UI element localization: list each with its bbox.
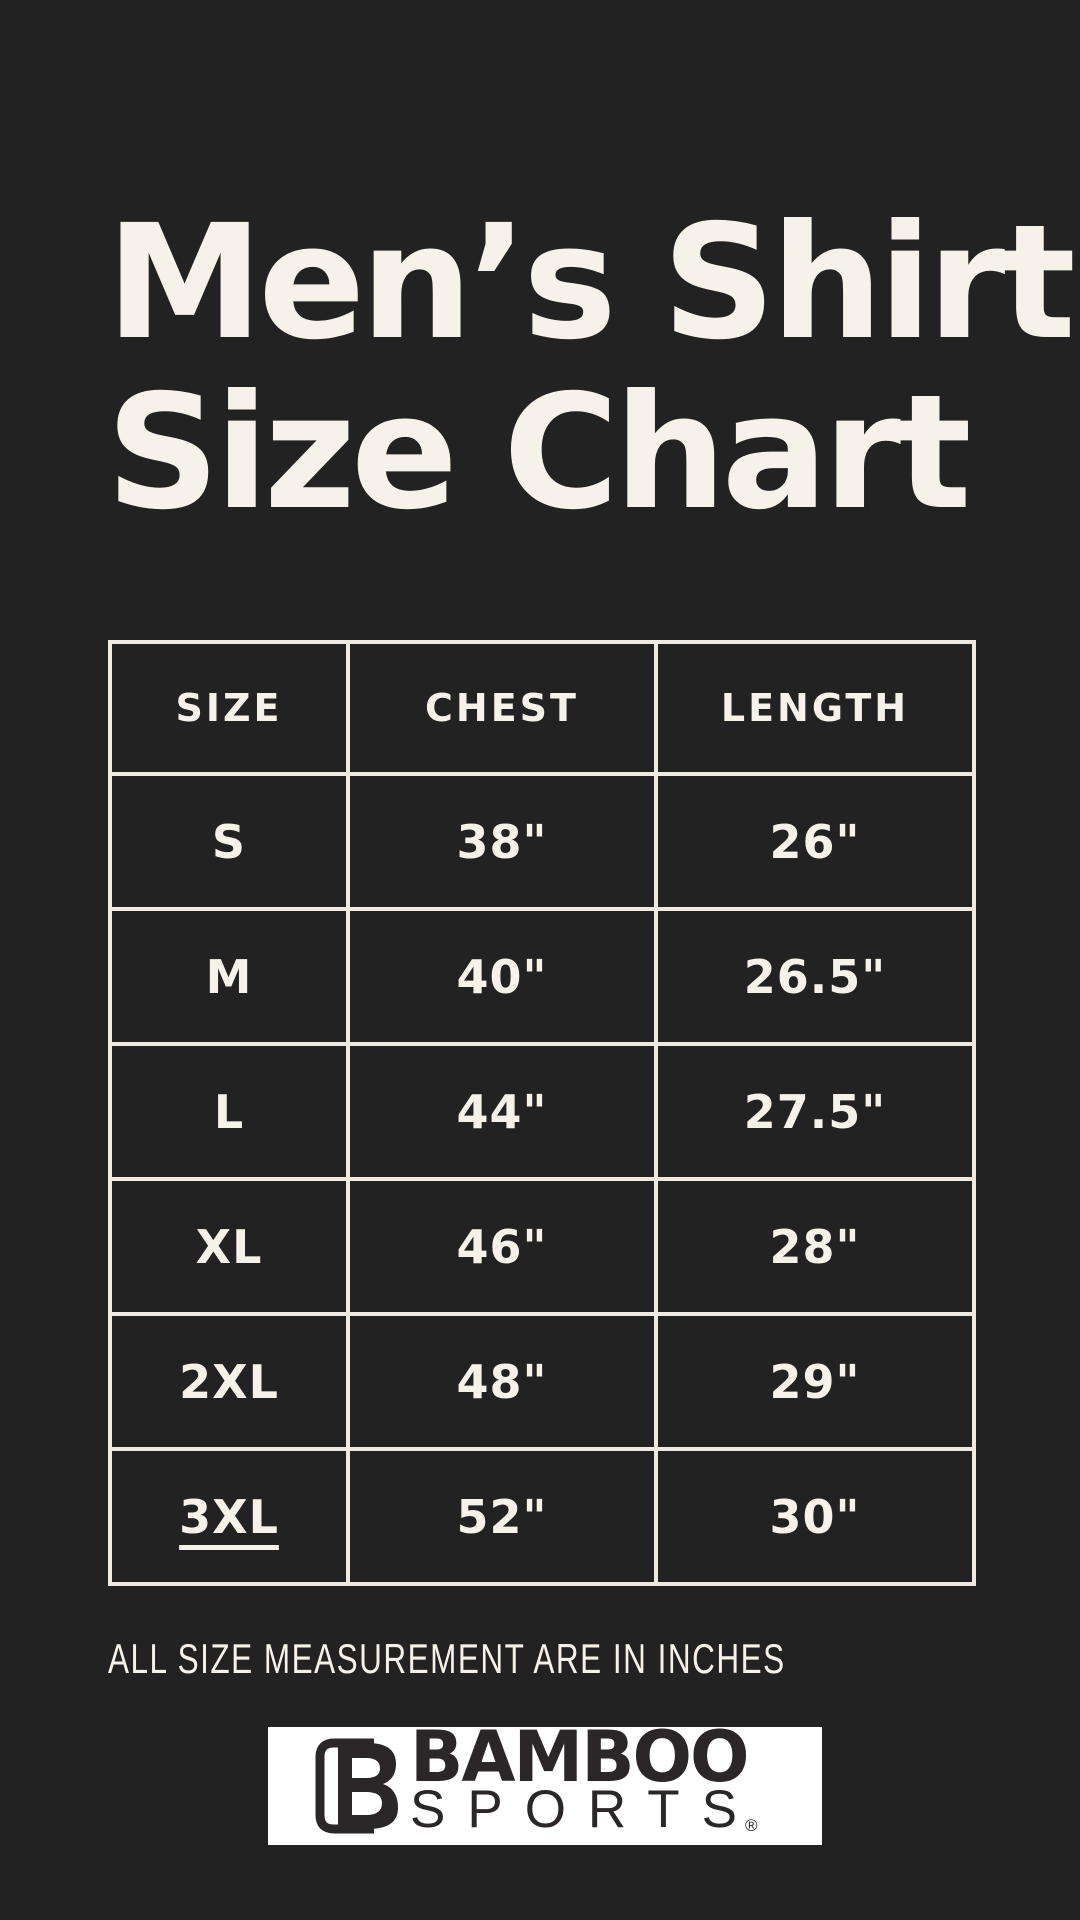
size-table: SIZE CHEST LENGTH S 38" 26" M 40" 26.5" … xyxy=(108,640,976,1586)
table-row-xl: XL 46" 28" xyxy=(108,1177,976,1316)
column-header-chest: CHEST xyxy=(346,640,658,776)
page-title-line2: Size Chart xyxy=(106,361,972,545)
table-row-s: S 38" 26" xyxy=(108,772,976,911)
length-cell: 26" xyxy=(654,772,976,911)
registered-trademark-symbol: ® xyxy=(744,1815,758,1835)
size-cell: XL xyxy=(108,1177,350,1316)
size-cell: 2XL xyxy=(108,1312,350,1451)
chest-cell: 40" xyxy=(346,907,658,1046)
length-cell: 30" xyxy=(654,1447,976,1586)
page-title-line1: Men’s Shirt xyxy=(106,191,1076,375)
chest-cell: 52" xyxy=(346,1447,658,1586)
column-header-size: SIZE xyxy=(108,640,350,776)
table-header-row: SIZE CHEST LENGTH xyxy=(108,640,976,776)
chest-cell: 38" xyxy=(346,772,658,911)
chest-cell: 48" xyxy=(346,1312,658,1451)
length-cell: 27.5" xyxy=(654,1042,976,1181)
measurement-note: ALL SIZE MEASUREMENT ARE IN INCHES xyxy=(108,1635,786,1682)
bamboo-sports-monogram-icon xyxy=(315,1738,398,1834)
length-cell: 26.5" xyxy=(654,907,976,1046)
bamboo-sports-logo: BAMBOO SPORTS® xyxy=(268,1715,822,1845)
size-cell: S xyxy=(108,772,350,911)
table-row-l: L 44" 27.5" xyxy=(108,1042,976,1181)
column-header-length: LENGTH xyxy=(654,640,976,776)
length-cell: 28" xyxy=(654,1177,976,1316)
table-row-m: M 40" 26.5" xyxy=(108,907,976,1046)
table-row-3xl: 3XL 52" 30" xyxy=(108,1447,976,1586)
chest-cell: 44" xyxy=(346,1042,658,1181)
chest-cell: 46" xyxy=(346,1177,658,1316)
length-cell: 29" xyxy=(654,1312,976,1451)
logo-sub-text: SPORTS® xyxy=(410,1783,772,1844)
logo-wordmark: BAMBOO SPORTS® xyxy=(410,1715,772,1844)
size-cell: M xyxy=(108,907,350,1046)
logo-sports-text: SPORTS xyxy=(410,1779,759,1839)
size-cell: 3XL xyxy=(108,1447,350,1586)
page-title: Men’s Shirt Size Chart xyxy=(106,198,1076,538)
size-cell: L xyxy=(108,1042,350,1181)
table-row-2xl: 2XL 48" 29" xyxy=(108,1312,976,1451)
logo-brand-text: BAMBOO xyxy=(410,1715,750,1798)
